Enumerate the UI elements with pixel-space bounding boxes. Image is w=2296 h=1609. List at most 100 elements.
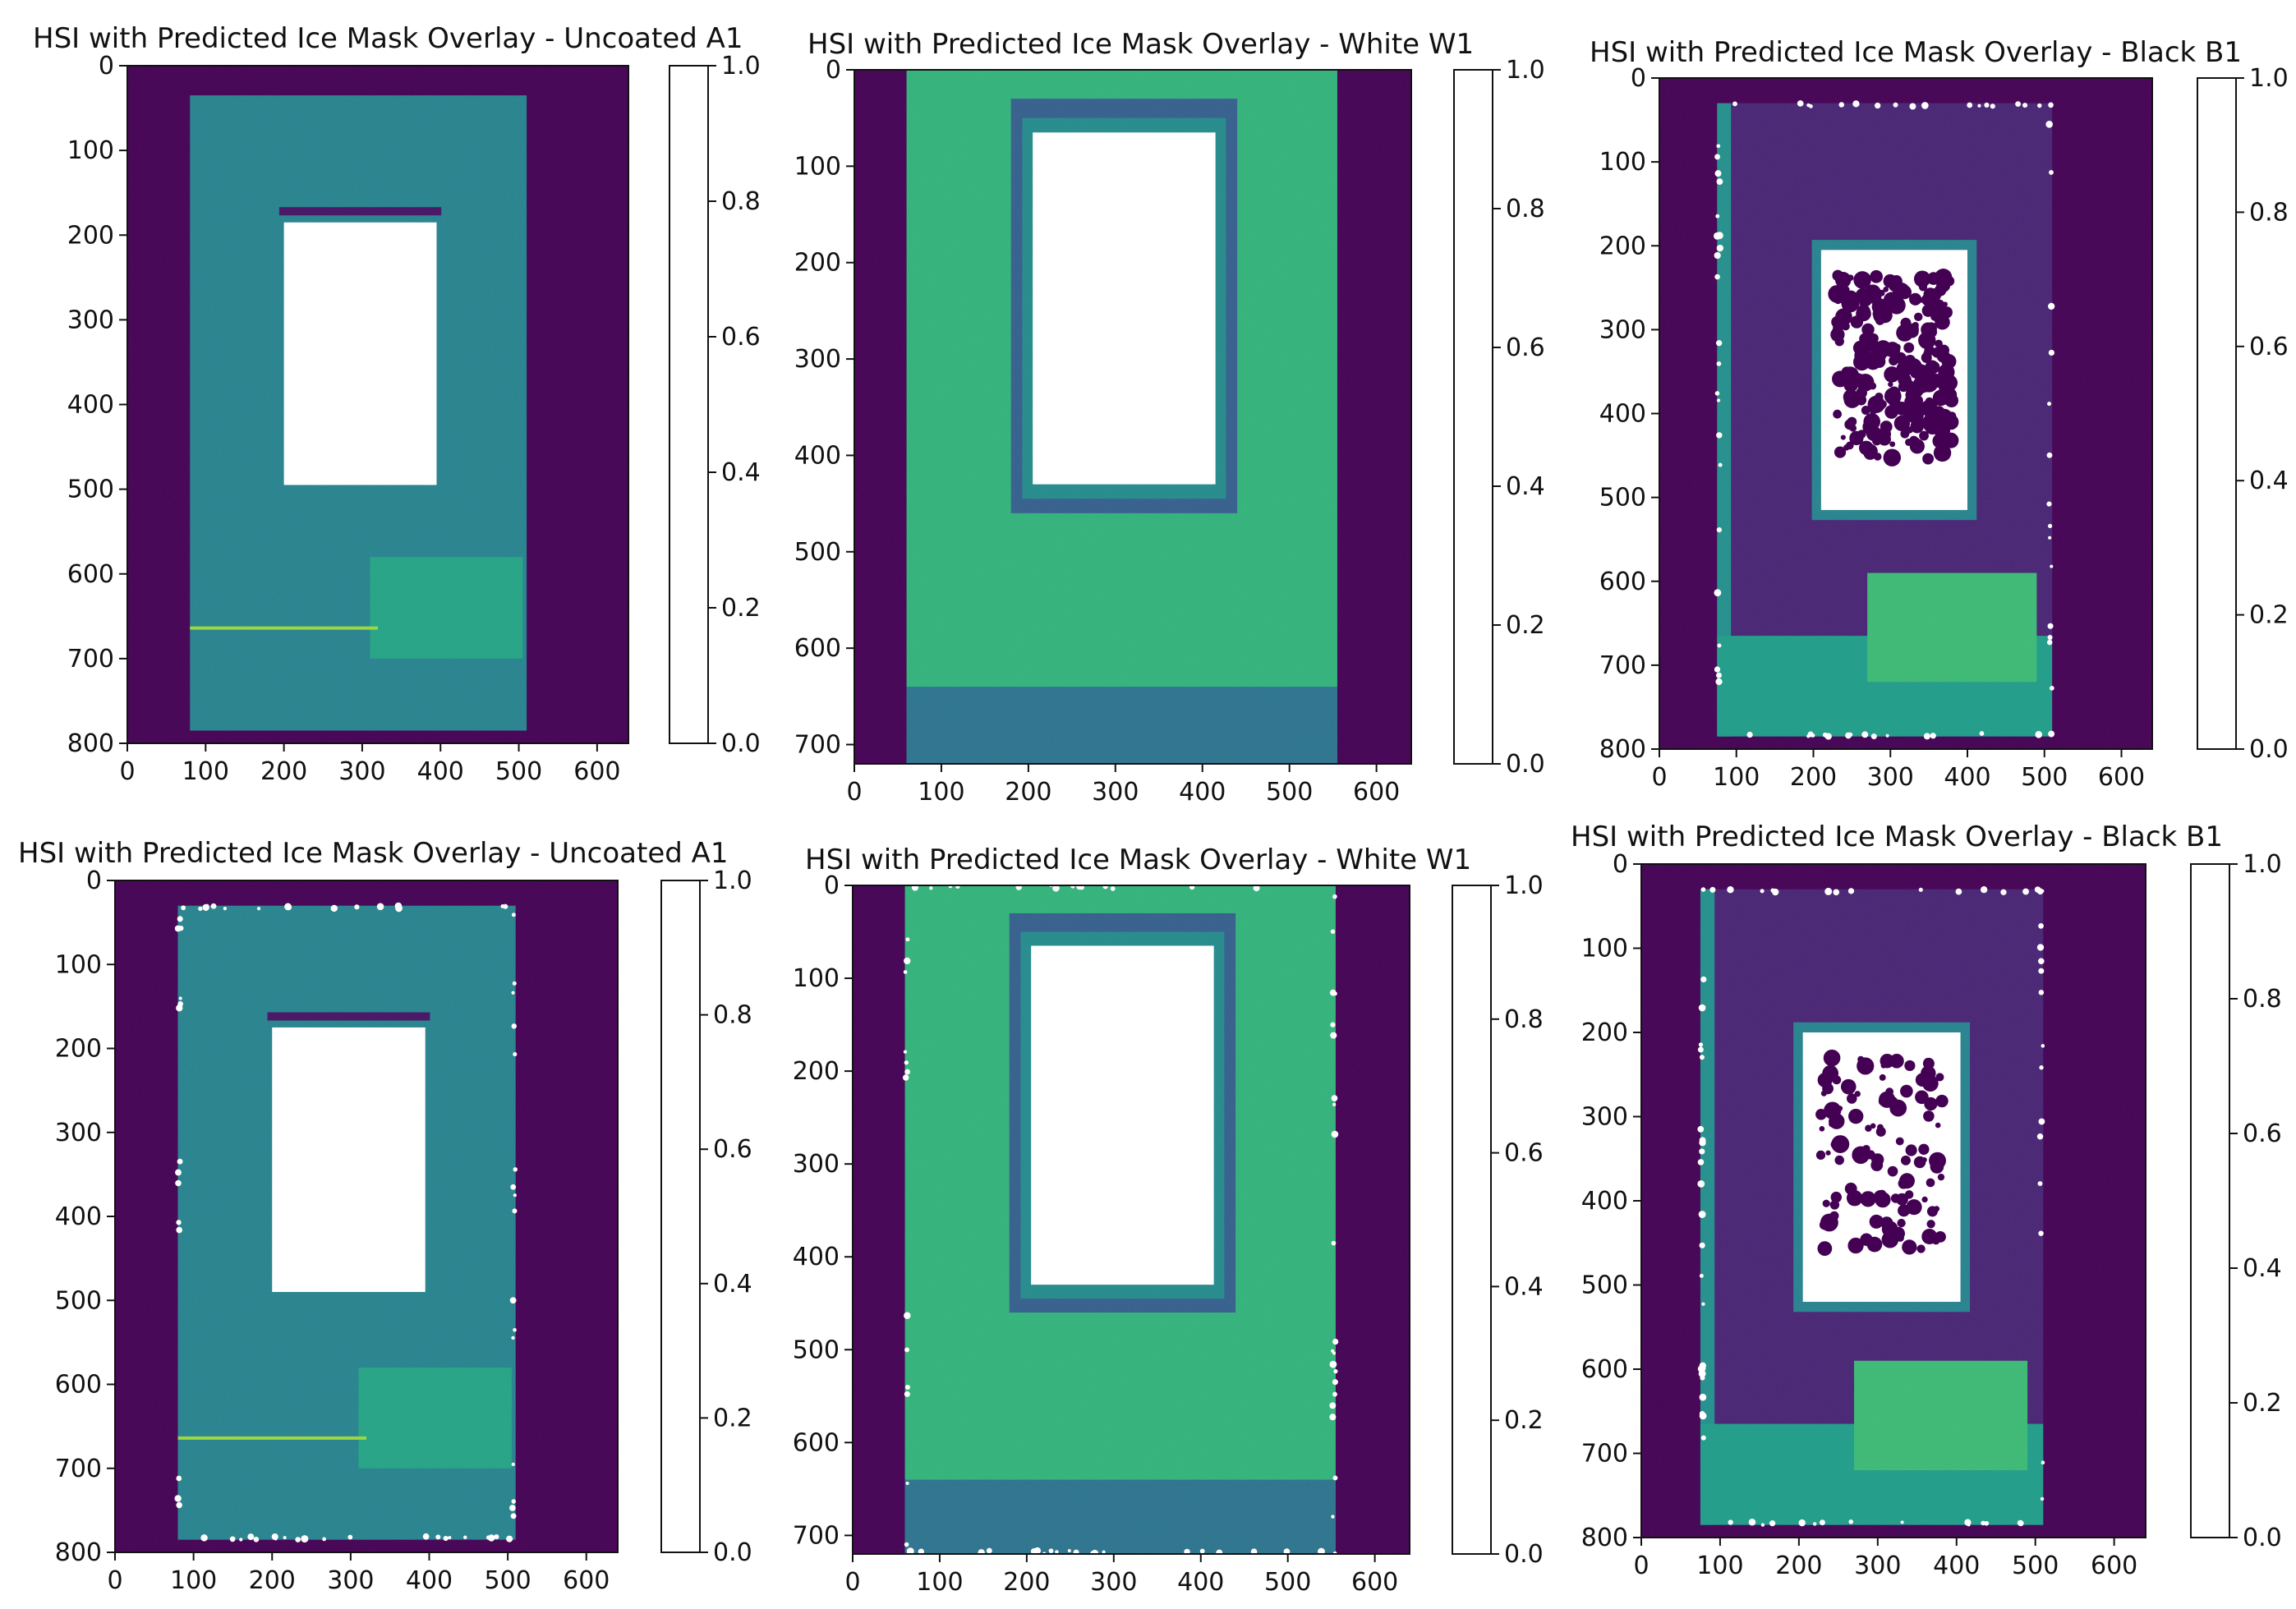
colorbar [669,65,709,744]
mask-edge-speckle [1699,1055,1705,1060]
colorbar-tick-label: 1.0 [2249,64,2289,93]
non-ice-speckle [1829,1200,1840,1210]
mask-edge-speckle [1732,101,1737,107]
y-tick-label: 600 [55,1371,102,1400]
non-ice-speckle [1919,430,1929,441]
colorbar-tick-label: 1.0 [1506,56,1545,85]
mask-edge-speckle [2046,452,2053,458]
y-tick-label: 600 [794,634,841,663]
mask-edge-speckle [2047,623,2054,629]
mask-edge-speckle [1332,1102,1337,1106]
mask-edge-speckle [513,1052,518,1057]
non-ice-speckle [1926,1220,1935,1229]
mask-edge-speckle [1216,1549,1223,1556]
mask-edge-speckle [2038,968,2045,974]
non-ice-speckle [1875,393,1884,402]
mask-edge-speckle [1714,170,1722,177]
non-ice-speckle [1852,300,1860,308]
non-ice-speckle [1867,290,1882,304]
x-tick-label: 600 [2091,1552,2137,1580]
y-tick-label: 100 [793,964,840,993]
x-tick-label: 300 [1867,763,1914,792]
colorbar-tick-label: 0.2 [1504,1406,1544,1435]
non-ice-speckle [1861,323,1875,337]
mask-edge-speckle [301,1535,309,1543]
mask-edge-speckle [1746,731,1753,738]
non-ice-speckle [1847,416,1857,427]
colorbar [1453,69,1493,765]
colorbar [660,880,701,1553]
non-ice-speckle [1904,1190,1914,1199]
non-ice-speckle [1883,286,1889,292]
non-ice-speckle [1870,1123,1876,1129]
x-tick-label: 200 [1790,763,1837,792]
panel-bottom-right: HSI with Predicted Ice Mask Overlay - Bl… [1571,821,2282,1580]
non-ice-speckle [1917,297,1924,303]
mask-edge-speckle [1797,100,1804,107]
mask-edge-speckle [986,1547,992,1554]
mask-edge-speckle [448,1536,452,1540]
mask-edge-speckle [1833,889,1840,896]
mask-edge-speckle [1709,886,1716,893]
y-tick-label: 300 [55,1119,102,1147]
mask-edge-speckle [1110,886,1116,891]
mask-edge-speckle [1697,1159,1705,1165]
mask-edge-speckle [1921,102,1929,109]
panel-title: HSI with Predicted Ice Mask Overlay - Bl… [1571,821,2223,853]
y-tick-label: 700 [1599,651,1646,680]
panel-top-right: HSI with Predicted Ice Mask Overlay - Bl… [1590,36,2289,792]
colorbar-tick-label: 0.8 [1506,195,1545,223]
non-ice-speckle [1863,412,1880,430]
colorbar-tick-label: 0.8 [713,1001,752,1030]
mask-edge-speckle [1329,1360,1337,1368]
mask-edge-speckle [286,905,292,911]
mask-edge-speckle [354,904,360,910]
mask-edge-speckle [511,1023,517,1029]
y-tick-label: 700 [794,731,841,760]
mask-edge-speckle [1809,104,1813,108]
mask-edge-speckle [2037,1181,2043,1187]
mask-edge-speckle [1845,732,1852,739]
mask-edge-speckle [2038,958,2045,964]
mask-edge-speckle [2048,536,2052,540]
non-ice-speckle [1906,426,1913,434]
mask-edge-speckle [903,970,908,974]
non-ice-speckle [1888,296,1906,315]
mask-edge-speckle [510,1184,517,1190]
mask-edge-speckle [2041,889,2045,893]
mask-edge-speckle [2039,1065,2044,1070]
mask-edge-speckle [511,913,516,917]
mask-edge-speckle [2015,101,2021,108]
mask-edge-speckle [200,1534,208,1542]
non-ice-speckle [1860,1191,1876,1207]
mask-edge-speckle [435,1534,441,1540]
non-ice-speckle [1891,1226,1905,1240]
y-tick-label: 300 [67,306,114,334]
non-ice-speckle [1830,1191,1843,1203]
mask-edge-speckle [1977,103,1981,108]
non-ice-speckle [1902,1239,1917,1255]
y-tick-label: 200 [1581,1018,1628,1047]
non-ice-speckle [1921,322,1935,338]
mask-edge-speckle [2045,121,2053,128]
y-tick-label: 400 [1581,1187,1628,1216]
non-ice-speckle [1900,1084,1913,1098]
y-tick-label: 0 [99,52,114,80]
mask-edge-speckle [1918,887,1923,892]
x-tick-label: 200 [1005,778,1051,807]
x-tick-label: 600 [2098,763,2145,792]
y-tick-label: 0 [1613,850,1628,879]
mask-edge-speckle [2047,634,2053,640]
non-ice-speckle [1895,1137,1904,1146]
mask-edge-speckle [1770,888,1775,893]
non-ice-speckle [1860,1233,1873,1246]
x-tick-label: 600 [573,757,620,786]
mask-edge-speckle [229,1536,236,1542]
non-ice-speckle [1833,409,1843,419]
ice-mask-region [283,222,437,485]
mask-edge-speckle [2048,349,2054,356]
non-ice-speckle [1837,1106,1843,1111]
y-tick-label: 200 [793,1057,840,1086]
non-ice-speckle [1888,1237,1893,1244]
y-tick-label: 200 [55,1035,102,1064]
